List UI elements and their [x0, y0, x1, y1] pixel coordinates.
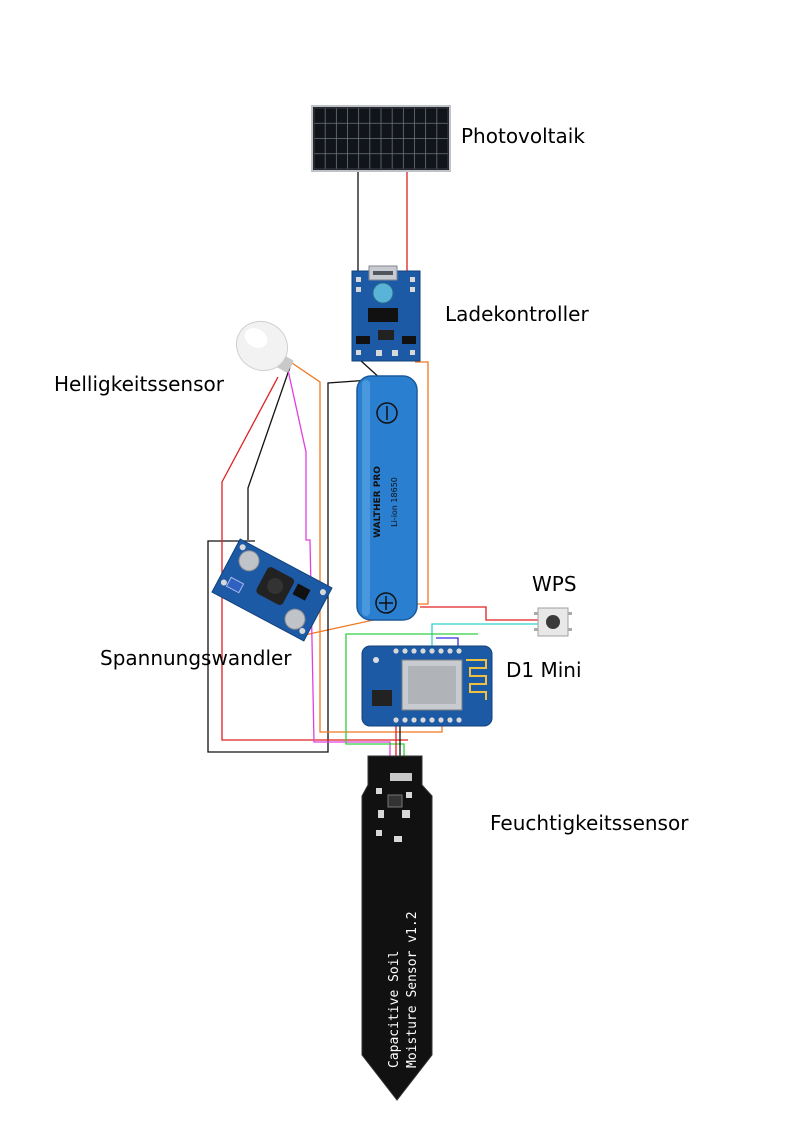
moisture-sensor-line1: Capacitive Soil — [387, 951, 402, 1068]
solar-panel — [311, 105, 451, 172]
d1-pin — [393, 648, 399, 654]
battery: WALTHER PRO Li-ion 18650 — [356, 375, 418, 621]
label-wps: WPS — [532, 572, 577, 596]
battery-type: Li-ion 18650 — [390, 477, 399, 527]
wire-wps-cyan — [431, 623, 540, 646]
wire-charger-battery-orange — [415, 361, 429, 605]
wire-light-pink — [287, 369, 391, 758]
d1-pin — [402, 648, 408, 654]
d1-pin — [420, 717, 426, 723]
voltage-converter — [211, 538, 333, 642]
d1-pin — [447, 717, 453, 723]
wire-light-black — [247, 366, 291, 540]
d1-pin — [420, 648, 426, 654]
charge-controller — [351, 265, 421, 362]
d1-pin — [447, 648, 453, 654]
d1-pin — [429, 648, 435, 654]
d1-pin — [438, 717, 444, 723]
label-spannungswandler: Spannungswandler — [100, 646, 292, 670]
wps-button — [534, 607, 572, 637]
d1-pin — [411, 717, 417, 723]
label-d1-mini: D1 Mini — [506, 658, 582, 682]
moisture-sensor: Capacitive Soil Moisture Sensor v1.2 — [361, 755, 433, 1101]
wire-sensor-green — [345, 633, 478, 775]
d1-pin — [438, 648, 444, 654]
wires — [207, 170, 540, 775]
label-feuchtigkeitssensor: Feuchtigkeitssensor — [490, 811, 689, 835]
moisture-sensor-line2: Moisture Sensor v1.2 — [405, 911, 420, 1068]
wire-light-orange — [291, 362, 443, 733]
wire-battery-black-loop — [207, 379, 371, 753]
wire-wps-red — [420, 606, 540, 621]
wire-light-red — [221, 376, 408, 741]
light-sensor — [235, 320, 294, 373]
d1-pin — [393, 717, 399, 723]
label-ladekontroller: Ladekontroller — [445, 302, 589, 326]
d1-mini-board — [361, 645, 493, 727]
d1-pin — [456, 717, 462, 723]
label-helligkeitssensor: Helligkeitssensor — [54, 372, 224, 396]
battery-brand: WALTHER PRO — [373, 466, 383, 538]
d1-pin — [429, 717, 435, 723]
d1-pin — [402, 717, 408, 723]
d1-pin — [411, 648, 417, 654]
label-photovoltaik: Photovoltaik — [461, 124, 585, 148]
d1-pin — [456, 648, 462, 654]
